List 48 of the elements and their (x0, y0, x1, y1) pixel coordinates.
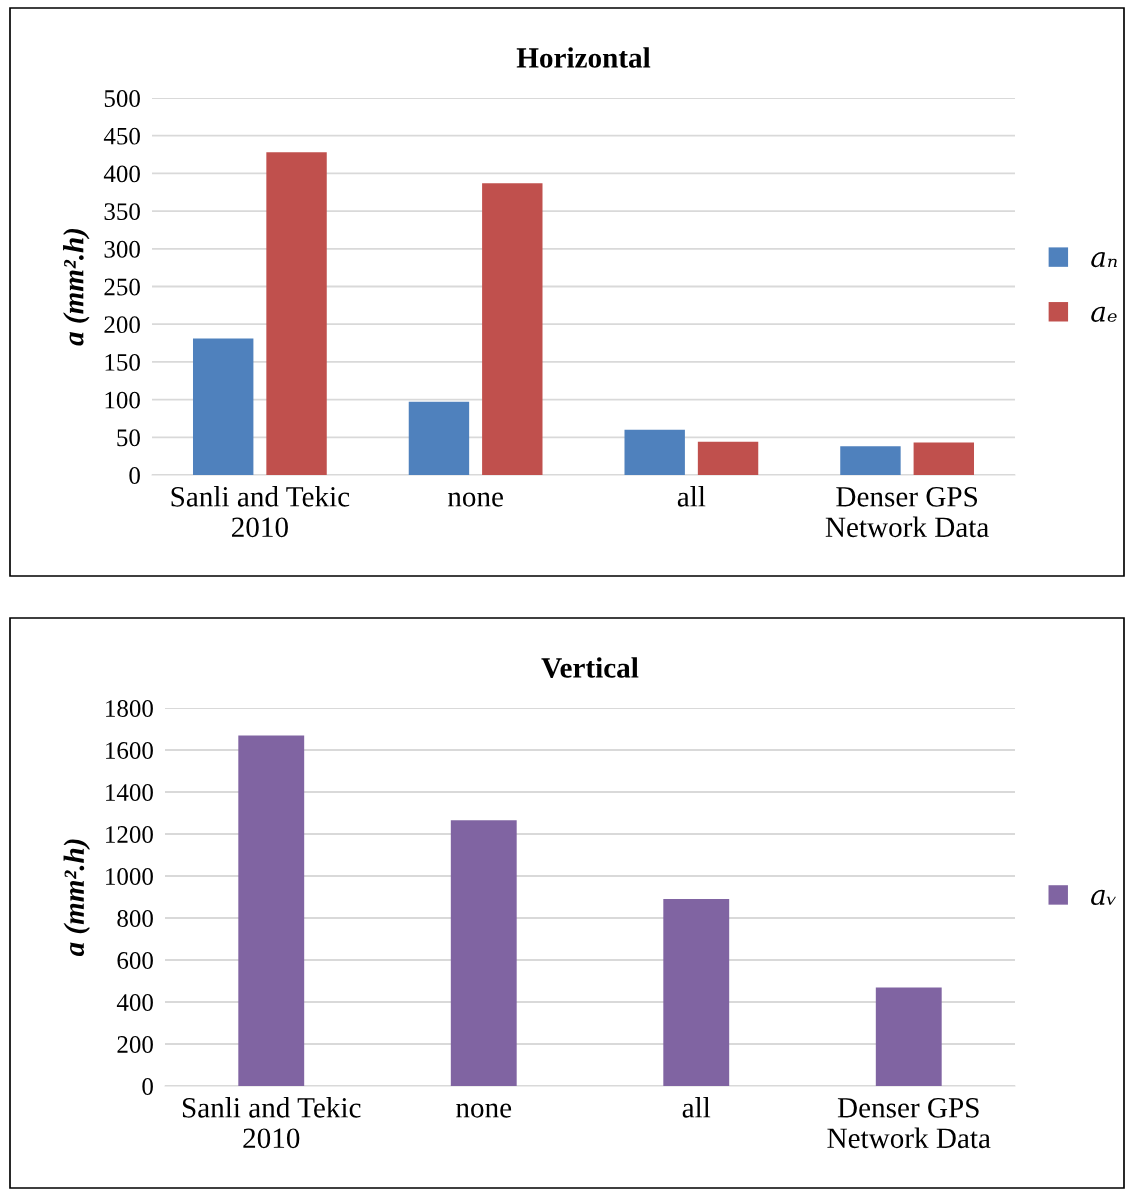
bar (624, 429, 685, 475)
y-tick-label: 200 (117, 1036, 153, 1053)
y-tick-label: 250 (104, 278, 140, 296)
bar (840, 446, 901, 475)
bar (697, 441, 759, 475)
y-axis-title: a (mm².h) (63, 839, 90, 957)
y-tick-label: 500 (104, 90, 140, 107)
y-tick-label: 0 (142, 1078, 153, 1095)
y-tick-label: 1600 (106, 742, 153, 759)
chart-title: Vertical (541, 657, 639, 678)
y-tick-label: 1200 (106, 826, 153, 843)
y-tick-label: 600 (117, 952, 153, 969)
y-tick-label: 200 (104, 316, 140, 334)
bar (875, 987, 942, 1086)
x-tick-label: Sanli and Tekic 2010 (182, 1097, 361, 1149)
y-tick-label: 300 (104, 240, 140, 258)
bar (482, 183, 543, 475)
x-tick-label: Denser GPS Network Data (827, 1098, 991, 1149)
x-tick-label: Sanli and Tekic 2010 (171, 486, 350, 538)
legend-label: aᵥ (1091, 889, 1116, 906)
x-tick-label: none (456, 1103, 512, 1118)
y-tick-label: 400 (103, 165, 140, 183)
bar (450, 820, 517, 1086)
y-tick-label: 50 (117, 429, 140, 447)
y-tick-label: 400 (116, 994, 153, 1011)
y-tick-label: 100 (105, 391, 140, 409)
y-tick-label: 1800 (106, 700, 153, 717)
legend-label: aₑ (1091, 306, 1117, 322)
y-tick-label: 0 (129, 467, 140, 484)
legend-label: aₙ (1091, 252, 1117, 268)
x-tick-label: all (682, 1097, 711, 1118)
y-tick-label: 1400 (106, 784, 153, 801)
x-tick-label: Denser GPS Network Data (825, 487, 989, 538)
bar (266, 152, 327, 475)
y-tick-label: 350 (104, 203, 140, 221)
chart-title: Horizontal (516, 47, 651, 68)
bar (192, 338, 254, 475)
y-axis-title: a (mm².h) (63, 228, 90, 346)
y-tick-label: 800 (117, 910, 153, 927)
bar (408, 401, 470, 475)
y-tick-label: 150 (105, 353, 140, 371)
x-tick-label: none (447, 492, 503, 507)
bar (238, 735, 305, 1086)
bar (663, 898, 730, 1086)
y-tick-label: 450 (103, 127, 140, 145)
x-tick-label: all (677, 486, 706, 507)
y-tick-label: 1000 (106, 868, 153, 885)
bar (913, 442, 975, 475)
